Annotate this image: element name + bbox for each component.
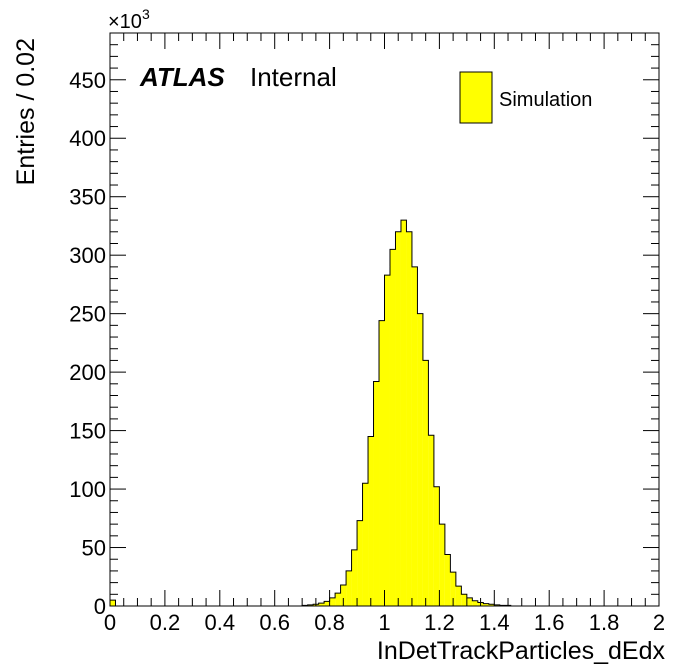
histogram-bin: [362, 483, 369, 606]
histogram-bin: [455, 586, 462, 606]
atlas-label: ATLAS: [139, 62, 225, 92]
x-tick-label: 1.6: [534, 610, 565, 635]
histogram-bin: [346, 570, 352, 606]
legend-swatch-simulation: [459, 71, 493, 124]
internal-label: Internal: [250, 62, 337, 92]
x-tick-label: 0.8: [314, 610, 345, 635]
y-axis-title: Entries / 0.02: [12, 38, 40, 185]
histogram-bin: [483, 603, 489, 606]
histogram-bin: [395, 231, 401, 607]
y-tick-label: 300: [69, 243, 106, 268]
tick-labels: 0 0.2 0.4 0.6 0.8 1 1.2 1.4 1.6 1.8 2 0 50 100 150 200 2…: [69, 68, 665, 635]
histogram-bin: [357, 520, 363, 606]
x-tick-label: 0.2: [150, 610, 181, 635]
histogram-bin: [389, 249, 396, 606]
y-tick-label: 400: [69, 126, 106, 151]
x-tick-label: 2: [653, 610, 665, 635]
histogram-bin: [110, 600, 116, 606]
histogram-bin: [368, 436, 374, 606]
legend-label-simulation: Simulation: [499, 89, 592, 111]
histogram-bin: [329, 597, 336, 606]
x-axis-title: InDetTrackParticles_dEdx: [377, 637, 666, 665]
histogram-bin: [400, 220, 407, 606]
y-tick-label: 250: [69, 302, 106, 327]
y-tick-label: 100: [69, 477, 106, 502]
histogram-bin: [422, 360, 429, 606]
histogram-bin: [428, 435, 434, 606]
histogram-bin: [335, 593, 341, 606]
plot-frame: [109, 32, 660, 607]
x-tick-label: 0.4: [205, 610, 236, 635]
histogram-bin: [472, 600, 478, 606]
histogram-bin: [494, 604, 500, 606]
histogram-bin: [379, 320, 385, 606]
histogram-bin: [324, 601, 330, 606]
histogram-bin: [444, 554, 451, 606]
histogram-bin: [417, 313, 423, 606]
x-tick-label: 0: [104, 610, 116, 635]
histogram-bin: [406, 231, 412, 607]
x-tick-label: 1.8: [589, 610, 620, 635]
y-tick-label: 150: [69, 419, 106, 444]
histogram-bin: [450, 572, 456, 606]
y-tick-label: 0: [94, 594, 106, 619]
histogram-bin: [439, 524, 445, 606]
histogram-bin: [318, 603, 325, 606]
histogram-bin: [340, 584, 347, 606]
y-tick-label: 450: [69, 68, 106, 93]
histogram-bin: [373, 381, 380, 606]
histogram-bin: [307, 604, 314, 606]
x-tick-label: 0.6: [259, 610, 290, 635]
y-tick-label: 200: [69, 360, 106, 385]
axis-ticks: [109, 32, 660, 607]
x-tick-label: 1: [378, 610, 390, 635]
legend: Simulation: [459, 71, 592, 124]
histogram-bin: [466, 597, 473, 606]
histogram-bin: [411, 266, 418, 606]
x-tick-label: 1.2: [424, 610, 455, 635]
y-multiplier-exponent: 3: [142, 6, 150, 22]
histogram-bin: [384, 275, 390, 606]
histogram-bin: [351, 549, 358, 606]
y-tick-label: 350: [69, 185, 106, 210]
histogram-bin: [461, 594, 467, 606]
histogram-bars: [109, 219, 659, 607]
histogram-bin: [488, 604, 495, 606]
histogram-bin: [433, 486, 440, 606]
x-tick-label: 1.4: [479, 610, 510, 635]
y-multiplier-label: ×103: [108, 6, 150, 33]
y-tick-label: 50: [82, 536, 106, 561]
